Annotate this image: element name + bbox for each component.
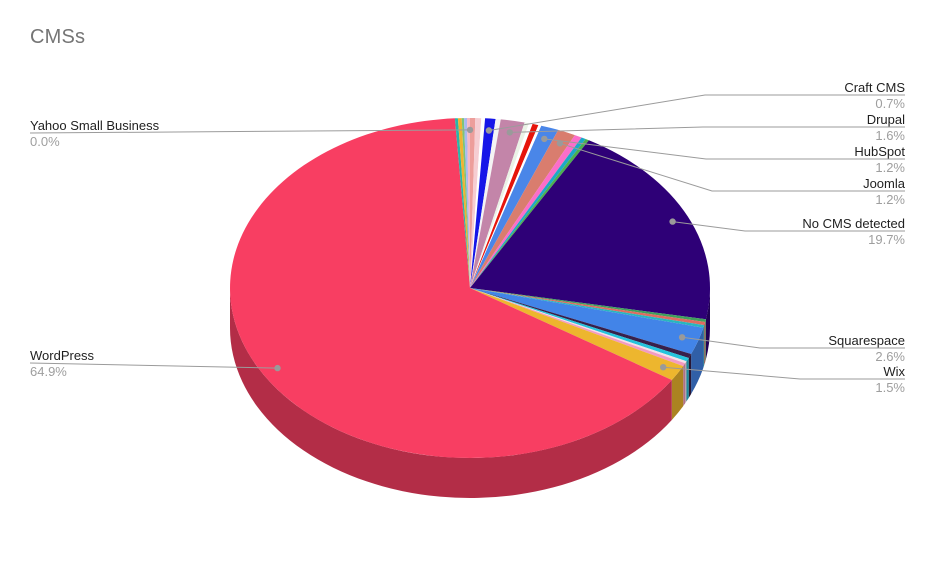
pie-slice[interactable] <box>470 137 586 289</box>
pie-slice[interactable] <box>470 288 687 364</box>
pie-slice[interactable] <box>470 118 486 288</box>
slice-percent: 19.7% <box>868 232 905 247</box>
pie-slice[interactable] <box>464 118 470 288</box>
slice-label: Joomla <box>863 176 906 191</box>
pie-slice-craft-cms[interactable] <box>470 118 496 288</box>
pie-slice[interactable] <box>470 139 589 288</box>
slice-label: Squarespace <box>828 333 905 348</box>
slice-label: HubSpot <box>854 144 905 159</box>
slice-label: Craft CMS <box>844 80 905 95</box>
leader-line <box>29 129 471 134</box>
slice-label: No CMS detected <box>802 216 905 231</box>
pie-slice-side <box>691 327 704 394</box>
leader-dot <box>669 218 676 225</box>
chart-title: CMSs <box>30 26 86 48</box>
slice-percent: 2.6% <box>875 349 905 364</box>
pie-slice[interactable] <box>470 288 705 328</box>
slice-percent: 1.2% <box>875 160 905 175</box>
pie-slice-side <box>671 366 684 420</box>
pie-slice[interactable] <box>470 135 582 288</box>
pie-slice[interactable] <box>470 117 476 288</box>
pie-slice-hubspot[interactable] <box>470 125 559 288</box>
slice-label: Drupal <box>867 112 905 127</box>
pie-slice-side <box>686 358 689 402</box>
leader-dot <box>660 364 667 371</box>
pie-slice[interactable] <box>454 118 470 288</box>
pie-slice-side <box>703 325 705 368</box>
pie-slice[interactable] <box>470 288 706 326</box>
pie-slice[interactable] <box>470 122 529 289</box>
pie-slice-side <box>685 361 687 404</box>
leader-line <box>29 362 278 369</box>
leader-dots <box>274 126 686 372</box>
leader-line <box>672 221 905 232</box>
pie-slice-side <box>683 363 686 407</box>
slice-percent: 0.7% <box>875 96 905 111</box>
leader-line <box>544 138 905 160</box>
pie-slice-joomla[interactable] <box>470 129 575 288</box>
pie-slice[interactable] <box>470 123 539 289</box>
leader-line <box>663 366 905 380</box>
leader-dot <box>541 135 548 143</box>
pie-slice[interactable] <box>470 288 706 322</box>
pie-slice-drupal[interactable] <box>470 119 525 289</box>
pie-slice[interactable] <box>470 288 689 362</box>
leader-dot <box>678 334 686 341</box>
pie-slice-side <box>688 354 692 398</box>
pie-slice[interactable] <box>457 118 470 288</box>
pie-slices <box>230 117 711 458</box>
pie-slice-side <box>704 322 706 366</box>
pie-slice[interactable] <box>470 119 501 288</box>
slice-percent: 1.5% <box>875 380 905 395</box>
slice-labels: Craft CMS0.7%Drupal1.6%HubSpot1.2%Joomla… <box>30 80 906 395</box>
pie-slice-squarespace[interactable] <box>470 288 704 354</box>
pie-slice-wordpress[interactable] <box>230 118 672 458</box>
slice-percent: 64.9% <box>30 364 67 379</box>
slice-percent: 1.6% <box>875 128 905 143</box>
pie-slice[interactable] <box>470 288 686 367</box>
leader-line <box>682 336 905 349</box>
pie-slice-side <box>230 288 672 498</box>
pie-slice[interactable] <box>467 117 470 289</box>
leader-line <box>559 142 905 192</box>
slice-percent: 0.0% <box>30 134 60 149</box>
leader-line <box>509 126 905 133</box>
leader-dot <box>466 126 474 134</box>
slice-percent: 1.2% <box>875 192 905 207</box>
leader-dot <box>506 129 513 136</box>
pie-slice[interactable] <box>470 288 692 358</box>
pie-slice[interactable] <box>470 125 542 288</box>
leader-dot <box>556 140 564 147</box>
slice-label: Yahoo Small Business <box>30 118 160 133</box>
pie-slice-no-cms-detected[interactable] <box>470 140 711 320</box>
leader-dot <box>485 127 493 134</box>
slice-label: WordPress <box>30 348 95 363</box>
slice-label: Wix <box>883 364 905 379</box>
leader-line <box>488 94 905 131</box>
leader-lines <box>29 94 905 380</box>
leader-dot <box>274 364 281 372</box>
pie-slice[interactable] <box>470 123 533 288</box>
pie-slice-wix[interactable] <box>470 288 684 380</box>
pie-slice[interactable] <box>470 118 482 288</box>
pie-slice[interactable] <box>461 118 470 289</box>
